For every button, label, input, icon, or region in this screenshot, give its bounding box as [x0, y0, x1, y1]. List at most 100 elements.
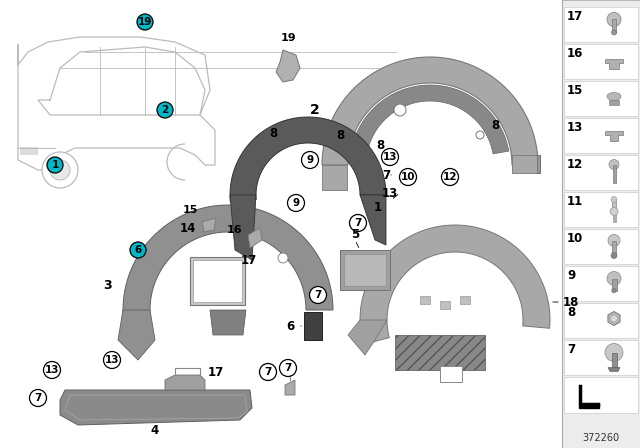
Polygon shape: [360, 195, 386, 245]
Circle shape: [610, 207, 618, 215]
Bar: [579, 404, 599, 408]
Circle shape: [611, 30, 616, 35]
Text: 16: 16: [227, 225, 243, 235]
Bar: [612, 211, 616, 221]
Circle shape: [259, 363, 276, 380]
Circle shape: [381, 148, 399, 165]
Circle shape: [349, 215, 367, 232]
Circle shape: [157, 102, 173, 118]
Circle shape: [605, 344, 623, 362]
Text: 6: 6: [286, 319, 294, 332]
Bar: [564, 192, 638, 227]
Polygon shape: [248, 228, 262, 248]
Bar: [420, 296, 430, 304]
Polygon shape: [276, 50, 300, 82]
Circle shape: [287, 194, 305, 211]
Bar: [564, 44, 638, 79]
Text: 12: 12: [567, 158, 583, 171]
Polygon shape: [60, 390, 252, 425]
Circle shape: [137, 14, 153, 30]
Circle shape: [611, 197, 617, 202]
Text: 8: 8: [376, 138, 384, 151]
Circle shape: [47, 157, 63, 173]
Text: 19: 19: [280, 33, 296, 43]
Circle shape: [310, 287, 326, 303]
Circle shape: [607, 271, 621, 285]
Circle shape: [476, 131, 484, 139]
Circle shape: [280, 359, 296, 376]
Circle shape: [611, 253, 617, 258]
Text: 15: 15: [567, 84, 584, 97]
Text: 19: 19: [138, 17, 152, 27]
Bar: [564, 340, 638, 375]
Circle shape: [611, 315, 618, 322]
Text: 3: 3: [104, 279, 112, 292]
Bar: [20, 147, 38, 155]
Text: 7: 7: [567, 343, 575, 356]
Text: 7: 7: [355, 218, 362, 228]
Circle shape: [608, 234, 620, 246]
Text: 11: 11: [567, 195, 583, 208]
Bar: [190, 257, 245, 305]
Text: 16: 16: [567, 47, 584, 60]
Polygon shape: [230, 195, 256, 260]
Bar: [562, 0, 640, 448]
Polygon shape: [608, 311, 620, 326]
Bar: [304, 312, 322, 340]
Circle shape: [278, 253, 288, 263]
Circle shape: [301, 151, 319, 168]
Polygon shape: [605, 59, 623, 69]
Circle shape: [29, 389, 47, 406]
Text: 7: 7: [264, 367, 272, 377]
Bar: [344, 254, 386, 286]
Text: 8: 8: [491, 119, 499, 132]
Text: 17: 17: [241, 254, 257, 267]
Circle shape: [50, 160, 70, 180]
Polygon shape: [348, 320, 387, 355]
Bar: [460, 296, 470, 304]
Bar: [193, 260, 242, 302]
Circle shape: [104, 352, 120, 369]
Text: 13: 13: [567, 121, 583, 134]
Bar: [612, 164, 616, 182]
Polygon shape: [118, 310, 155, 360]
Polygon shape: [230, 117, 386, 202]
Text: 7: 7: [35, 393, 42, 403]
Ellipse shape: [607, 92, 621, 100]
Bar: [564, 229, 638, 264]
Bar: [612, 18, 616, 33]
Text: 13: 13: [382, 186, 398, 199]
Text: 15: 15: [182, 205, 198, 215]
Bar: [564, 118, 638, 153]
Bar: [611, 279, 616, 290]
Polygon shape: [537, 155, 540, 173]
Polygon shape: [210, 310, 246, 335]
Text: 4: 4: [151, 423, 159, 436]
Bar: [564, 155, 638, 190]
Bar: [564, 81, 638, 116]
Circle shape: [44, 362, 61, 379]
Bar: [609, 99, 619, 104]
Circle shape: [607, 13, 621, 26]
Polygon shape: [351, 85, 509, 154]
Circle shape: [609, 159, 619, 169]
Text: 8: 8: [269, 126, 277, 139]
Circle shape: [130, 242, 146, 258]
Text: 10: 10: [401, 172, 415, 182]
Bar: [612, 241, 616, 255]
Text: 14: 14: [180, 221, 196, 234]
Text: 7: 7: [284, 363, 292, 373]
Text: 372260: 372260: [582, 433, 620, 443]
Text: 9: 9: [567, 269, 575, 282]
Circle shape: [399, 168, 417, 185]
Text: 7: 7: [382, 168, 390, 181]
Text: 17: 17: [208, 366, 224, 379]
Text: 8: 8: [567, 306, 575, 319]
Text: 13: 13: [105, 355, 119, 365]
Bar: [612, 199, 616, 211]
Circle shape: [42, 152, 78, 188]
Bar: [440, 301, 450, 309]
Text: 10: 10: [567, 232, 583, 245]
Bar: [564, 7, 638, 42]
Text: 7: 7: [314, 290, 322, 300]
